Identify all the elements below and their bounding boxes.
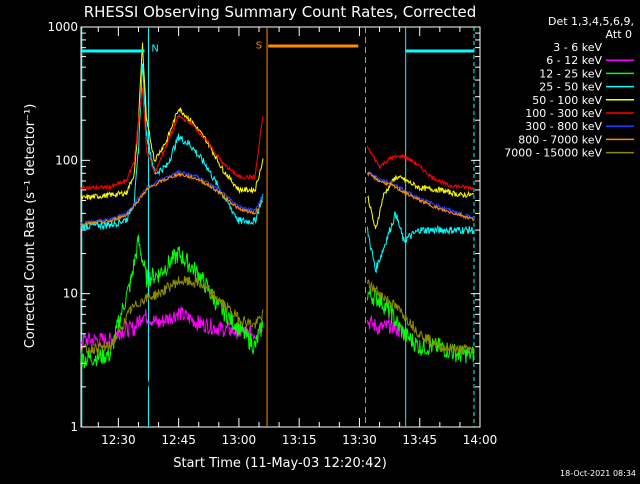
legend-label: 100 - 300 keV — [525, 107, 602, 120]
series-line — [80, 276, 475, 355]
legend-label: 800 - 7000 keV — [518, 133, 602, 146]
y-tick-label: 10 — [63, 287, 78, 301]
x-tick-label: 13:00 — [222, 433, 257, 447]
x-axis-ticks: 12:30 12:45 13:00 13:15 13:30 13:45 14:00 — [97, 27, 498, 447]
chart-title: RHESSI Observing Summary Count Rates, Co… — [84, 3, 477, 21]
legend-label: 300 - 800 keV — [525, 120, 602, 133]
y-axis-ticks: 1 10 100 1000 — [47, 20, 480, 434]
legend-label: 50 - 100 keV — [532, 94, 602, 107]
series-line — [80, 42, 475, 230]
x-tick-label: 13:30 — [342, 433, 377, 447]
x-tick-label: 12:30 — [101, 433, 136, 447]
night-label: N — [151, 44, 158, 55]
x-tick-label: 13:45 — [402, 433, 437, 447]
legend-label: 6 - 12 keV — [546, 54, 602, 67]
x-tick-label: 12:45 — [161, 433, 196, 447]
legend-label: 7000 - 15000 keV — [504, 147, 602, 160]
x-axis-label: Start Time (11-May-03 12:20:42) — [173, 456, 387, 471]
y-tick-label: 1 — [70, 420, 78, 434]
legend-label: 3 - 6 keV — [553, 41, 602, 54]
legend-label: 12 - 25 keV — [539, 67, 602, 80]
series-line — [80, 234, 475, 369]
series-layer — [80, 42, 475, 419]
series-line — [80, 63, 475, 274]
y-tick-label: 100 — [55, 153, 78, 167]
series-line — [80, 169, 475, 225]
series-line — [80, 172, 475, 227]
y-axis-label: Corrected Count Rate (s⁻¹ detector⁻¹) — [23, 104, 38, 349]
x-tick-label: 14:00 — [463, 433, 498, 447]
legend-header-detectors: Det 1,3,4,5,6,9, — [548, 15, 634, 28]
series-line — [129, 355, 405, 419]
plot-timestamp: 18-Oct-2021 08:34 — [560, 469, 636, 478]
series-line — [80, 87, 475, 191]
x-tick-label: 13:15 — [282, 433, 317, 447]
y-tick-label: 1000 — [47, 20, 78, 34]
saa-label: S — [256, 40, 262, 51]
legend-header-attenuator: Att 0 — [606, 28, 632, 41]
legend-label: 25 - 50 keV — [539, 81, 602, 94]
